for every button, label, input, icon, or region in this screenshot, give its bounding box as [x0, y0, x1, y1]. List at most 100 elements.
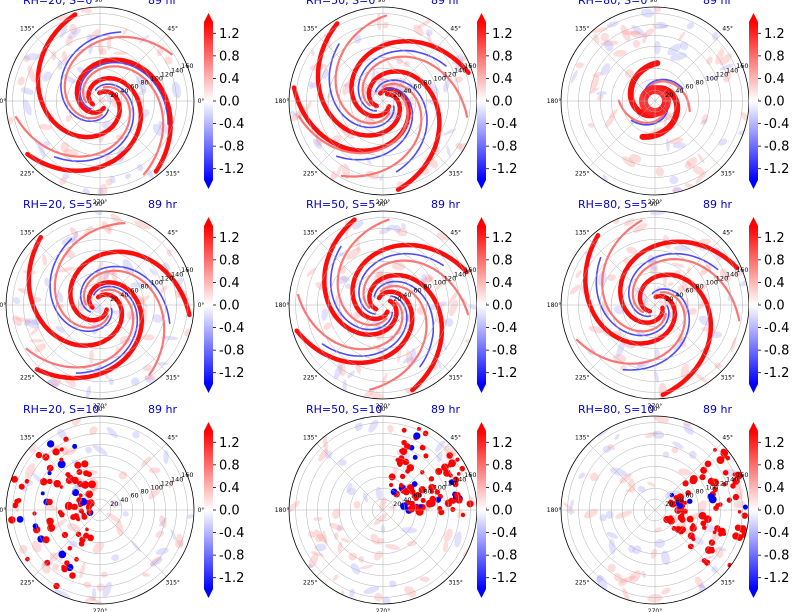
convective-cell	[399, 448, 404, 453]
colorbar-tick-label: -0.4	[492, 321, 517, 336]
convective-cell	[72, 443, 78, 449]
angle-tick-label: 90°	[378, 0, 389, 4]
convective-cell	[416, 492, 422, 498]
spiral-band	[81, 65, 165, 176]
field-blob	[671, 446, 679, 454]
field-blob	[141, 572, 150, 577]
convective-cell	[78, 493, 83, 498]
angle-tick-label: 270°	[648, 199, 662, 206]
field-blob	[699, 584, 706, 589]
convective-cell	[685, 490, 691, 496]
field-blob	[719, 53, 733, 66]
grid-spoke	[382, 238, 450, 306]
angle-tick-label: 135°	[303, 229, 317, 236]
field-blob	[321, 308, 328, 321]
field-blob	[136, 75, 147, 92]
panel-title: RH=20, S=10	[23, 403, 99, 416]
radial-tick-label: 100	[434, 484, 446, 492]
grid-spoke	[654, 304, 722, 372]
spiral-band	[34, 280, 145, 381]
field-blob	[132, 431, 140, 439]
convective-cell	[436, 468, 441, 473]
angle-tick-label: 315°	[448, 580, 462, 587]
grid-spoke	[316, 238, 384, 306]
convective-cell	[406, 464, 415, 472]
convective-cell	[71, 476, 79, 485]
convective-cell	[730, 483, 736, 489]
radial-tick-label: 160	[464, 62, 476, 70]
panel-time-label: 89 hr	[703, 403, 732, 416]
angle-tick-label: 90°	[95, 406, 106, 413]
convective-cell	[40, 491, 45, 496]
field-blob	[685, 157, 698, 169]
field-blob	[694, 576, 704, 588]
convective-cell	[441, 463, 449, 472]
field-blob	[652, 430, 665, 439]
grid-spoke	[99, 443, 167, 511]
grid-spoke	[316, 304, 384, 372]
field-blob	[405, 350, 413, 367]
angle-tick-label: 315°	[165, 375, 179, 382]
grid-spoke	[382, 100, 450, 168]
radial-tick-label: 120	[444, 274, 456, 282]
convective-cell	[438, 509, 445, 516]
convective-cell	[61, 531, 69, 539]
grid-spoke	[654, 100, 722, 168]
convective-cell	[401, 427, 407, 433]
colorbar-tick-label: 0.4	[219, 72, 240, 87]
field-blob	[421, 273, 427, 284]
radial-tick-label: 20	[665, 91, 673, 99]
field-blob	[152, 314, 163, 323]
field-blob	[607, 563, 616, 573]
field-blob	[38, 123, 53, 130]
field-blob	[596, 91, 607, 96]
convective-cell	[409, 500, 415, 507]
field-blob	[163, 450, 169, 464]
field-blob	[673, 337, 683, 352]
convective-cell	[741, 512, 748, 519]
colorbar-tick-label: 0.0	[764, 299, 785, 314]
panel-title: RH=80, S=5	[578, 198, 647, 211]
field-blob	[591, 27, 608, 33]
colorbar-tick-label: -0.8	[492, 549, 517, 564]
convective-cell	[65, 477, 73, 484]
field-blob	[640, 8, 655, 18]
polar-panel-2: 2040608010012014016090°45°0°315°270°225°…	[275, 0, 518, 206]
convective-cell	[700, 466, 708, 474]
field-blob	[110, 501, 117, 508]
field-blob	[65, 447, 77, 456]
field-blob	[589, 472, 599, 482]
field-blob	[57, 266, 75, 273]
angle-tick-label: 225°	[575, 171, 589, 178]
radial-tick-label: 120	[444, 70, 456, 78]
polar-panel-6: 2040608010012014016090°45°0°315°270°225°…	[547, 198, 790, 410]
convective-cell	[414, 506, 421, 513]
field-blob	[362, 492, 369, 503]
grid-spoke	[33, 100, 101, 168]
convective-cell	[689, 524, 697, 532]
field-blob	[100, 571, 108, 578]
colorbar-tick-label: 1.2	[764, 436, 785, 451]
field-blob	[311, 50, 315, 57]
field-blob	[332, 508, 341, 519]
field-blob	[34, 343, 47, 353]
field-blob	[97, 188, 104, 195]
field-blob	[578, 472, 585, 480]
colorbar: 1.2 0.8 0.4 0.0 -0.4 -0.8 -1.2	[477, 422, 517, 598]
field-blob	[90, 29, 101, 41]
field-blob	[655, 24, 669, 30]
field-blob	[622, 587, 630, 602]
radial-tick-label: 140	[454, 475, 466, 483]
radial-tick-label: 40	[675, 87, 683, 95]
colorbar-gradient	[749, 431, 758, 589]
convective-cell	[85, 527, 89, 532]
field-blob	[716, 546, 727, 552]
field-blob	[468, 495, 476, 506]
field-blob	[116, 521, 124, 537]
spiral-band	[334, 14, 391, 125]
spiral-band	[291, 85, 411, 153]
convective-cell	[395, 458, 400, 462]
convective-cell	[61, 564, 66, 570]
colorbar-tick-label: 0.0	[492, 504, 513, 519]
plot-border	[5, 6, 195, 196]
